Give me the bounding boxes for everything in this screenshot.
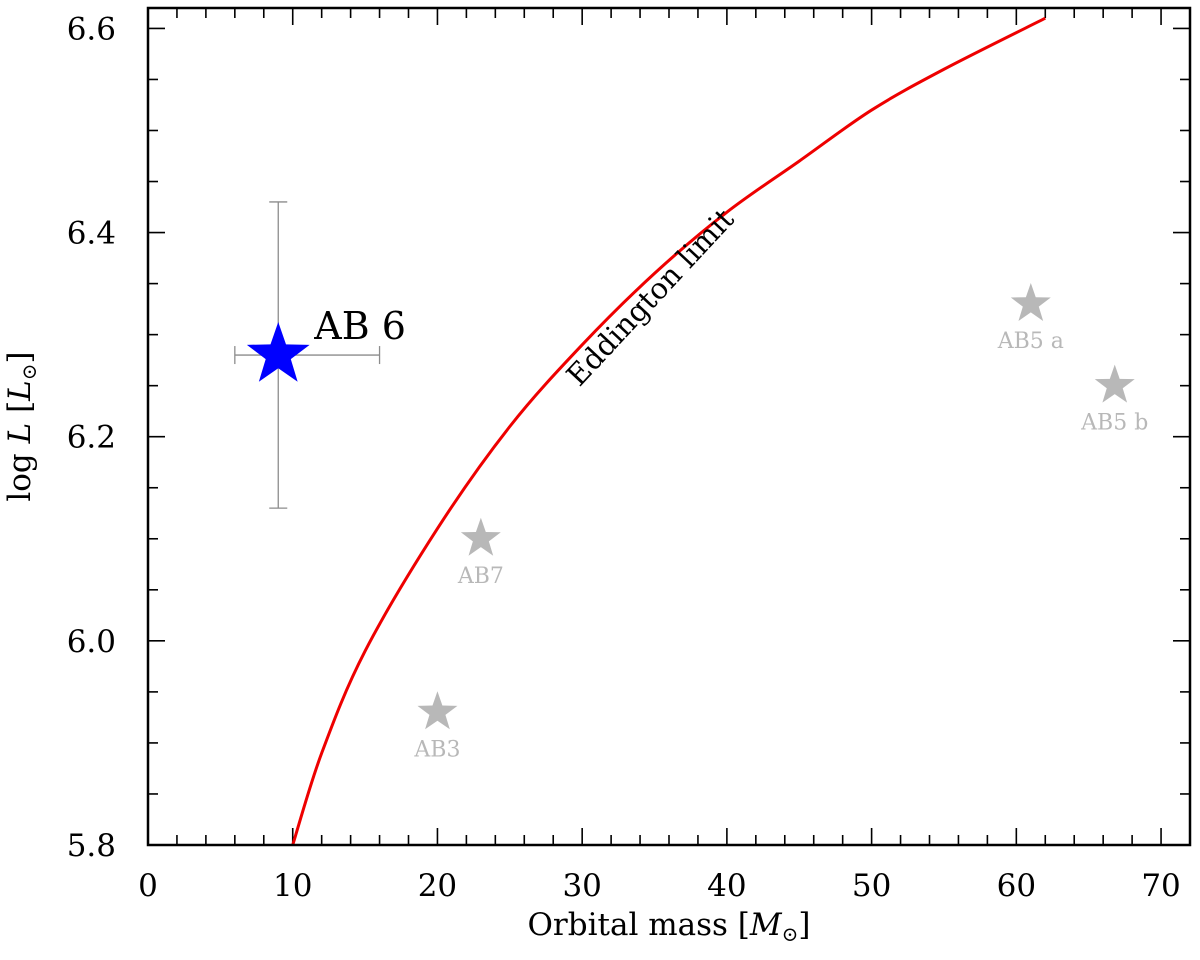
plot-frame xyxy=(146,6,1192,847)
eddington-curve-group: Eddington limit xyxy=(291,16,1046,845)
x-tick-label: 10 xyxy=(273,868,312,904)
comparison-star xyxy=(417,691,458,730)
y-tick-label: 6.6 xyxy=(67,11,116,47)
comparison-star-label: AB3 xyxy=(413,737,460,762)
axis-ticks: 0 10 20 30 40 50 60 70 5.8 6.0 6.2 6.4 6.6 xyxy=(67,8,1191,904)
x-tick-label: 30 xyxy=(562,868,601,904)
y-tick-label: 5.8 xyxy=(67,828,116,864)
y-tick-label: 6.0 xyxy=(67,624,116,660)
comparison-star-label: AB5 b xyxy=(1080,411,1148,436)
x-axis-title: Orbital mass [M⊙] xyxy=(528,907,811,946)
x-tick-label: 50 xyxy=(852,868,891,904)
eddington-limit-label: Eddington limit xyxy=(560,202,741,393)
y-tick-label: 6.4 xyxy=(67,216,116,252)
x-tick-label: 60 xyxy=(997,868,1036,904)
comparison-star xyxy=(1094,364,1135,403)
comparison-star-label: AB5 a xyxy=(997,329,1064,354)
x-tick-label: 0 xyxy=(138,868,158,904)
x-tick-label: 70 xyxy=(1141,868,1180,904)
comparison-star xyxy=(1010,283,1051,321)
ab6-label: AB 6 xyxy=(313,304,406,348)
y-axis-title: log L [L⊙] xyxy=(2,351,41,501)
comparison-star xyxy=(460,517,501,556)
data-points: AB7 AB3 AB5 a AB5 b AB 6 xyxy=(234,201,1148,762)
eddington-limit-curve xyxy=(291,16,1046,845)
x-tick-label: 40 xyxy=(707,868,746,904)
y-tick-label: 6.2 xyxy=(67,420,116,456)
ab6-star xyxy=(246,322,310,382)
x-tick-label: 20 xyxy=(418,868,457,904)
comparison-star-label: AB7 xyxy=(457,564,504,589)
